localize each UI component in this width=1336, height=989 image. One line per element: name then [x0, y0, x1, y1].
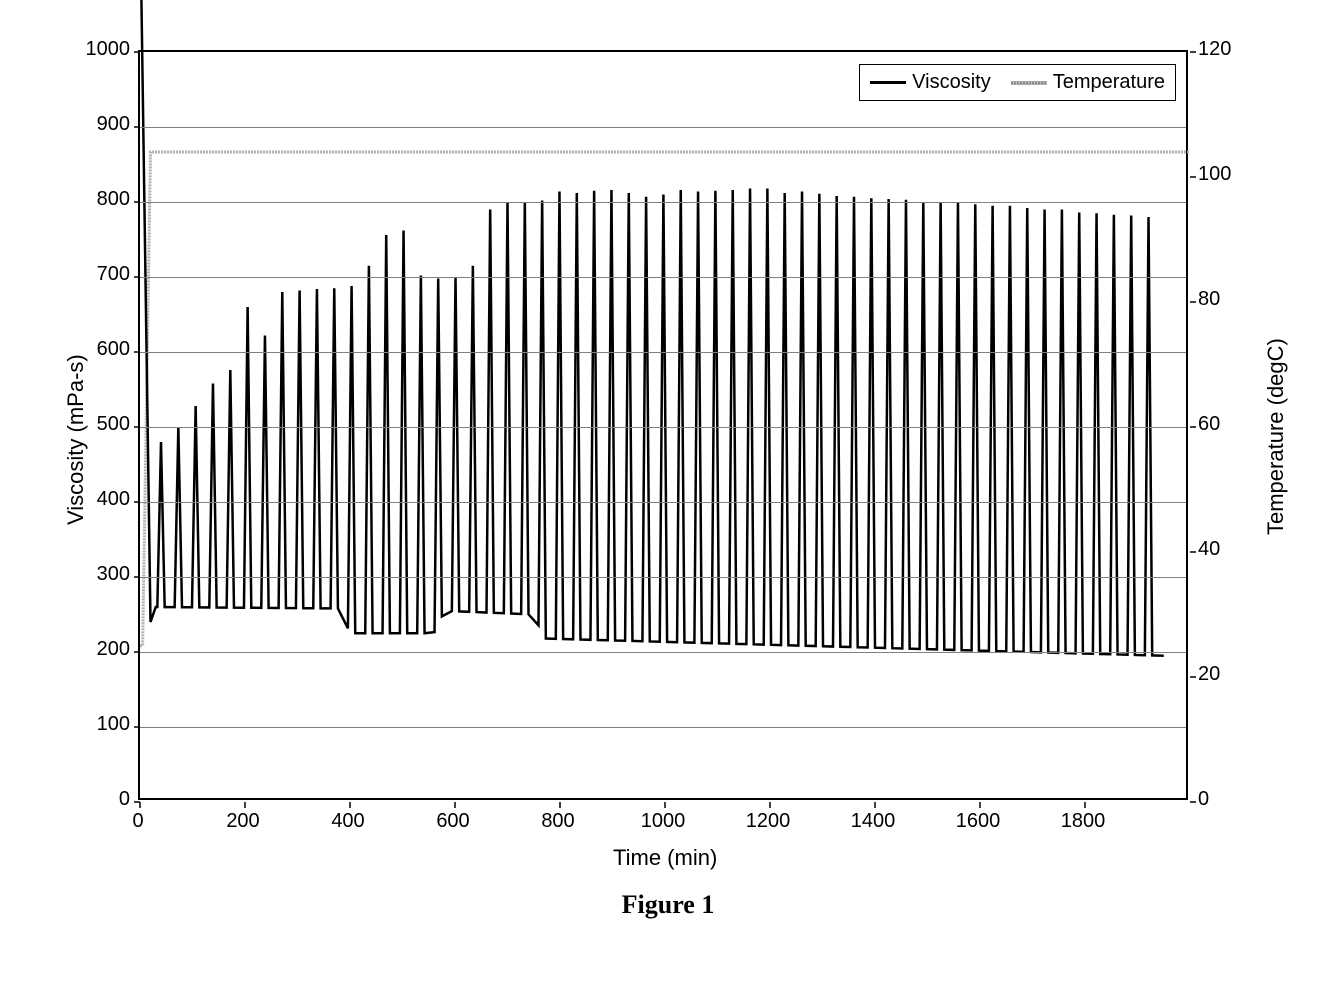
y-right-tick-label: 80 — [1198, 288, 1248, 311]
legend-swatch-temperature — [1011, 81, 1047, 85]
chart-container: Viscosity Temperature Viscosity (mPa-s) … — [28, 20, 1308, 920]
grid-line — [140, 427, 1186, 428]
y-left-tick-label: 800 — [80, 188, 130, 211]
y-left-tick-label: 600 — [80, 338, 130, 361]
y-left-tick-label: 500 — [80, 413, 130, 436]
plot-area: Viscosity Temperature — [138, 50, 1188, 800]
grid-line — [140, 127, 1186, 128]
grid-line — [140, 652, 1186, 653]
grid-line — [140, 727, 1186, 728]
legend: Viscosity Temperature — [859, 64, 1176, 101]
y-left-tick-label: 1000 — [80, 38, 130, 61]
grid-line — [140, 502, 1186, 503]
grid-line — [140, 577, 1186, 578]
y-right-tick-label: 120 — [1198, 38, 1248, 61]
grid-line — [140, 277, 1186, 278]
y-left-tick-label: 100 — [80, 713, 130, 736]
legend-item-viscosity: Viscosity — [870, 71, 991, 94]
y-left-tick-label: 900 — [80, 113, 130, 136]
grid-line — [140, 202, 1186, 203]
grid-line — [140, 352, 1186, 353]
x-tick-label: 600 — [423, 810, 483, 833]
legend-label-viscosity: Viscosity — [912, 71, 991, 94]
legend-label-temperature: Temperature — [1053, 71, 1165, 94]
y-right-tick-label: 100 — [1198, 163, 1248, 186]
x-tick-label: 400 — [318, 810, 378, 833]
legend-swatch-viscosity — [870, 81, 906, 84]
y-axis-right-label: Temperature (degC) — [1263, 338, 1289, 535]
y-right-tick-label: 40 — [1198, 538, 1248, 561]
y-right-tick-label: 0 — [1198, 788, 1248, 811]
x-axis-label: Time (min) — [613, 845, 717, 871]
y-left-tick-label: 700 — [80, 263, 130, 286]
x-tick-label: 1000 — [633, 810, 693, 833]
y-left-tick-label: 300 — [80, 563, 130, 586]
y-left-tick-label: 0 — [80, 788, 130, 811]
x-tick-label: 1200 — [738, 810, 798, 833]
x-tick-label: 1600 — [948, 810, 1008, 833]
figure-caption: Figure 1 — [28, 890, 1308, 920]
y-right-tick-label: 20 — [1198, 663, 1248, 686]
y-left-tick-label: 200 — [80, 638, 130, 661]
y-left-tick-label: 400 — [80, 488, 130, 511]
x-tick-label: 200 — [213, 810, 273, 833]
x-tick-label: 800 — [528, 810, 588, 833]
x-tick-label: 1800 — [1053, 810, 1113, 833]
x-tick-label: 1400 — [843, 810, 903, 833]
legend-item-temperature: Temperature — [1011, 71, 1165, 94]
x-tick-label: 0 — [108, 810, 168, 833]
y-right-tick-label: 60 — [1198, 413, 1248, 436]
